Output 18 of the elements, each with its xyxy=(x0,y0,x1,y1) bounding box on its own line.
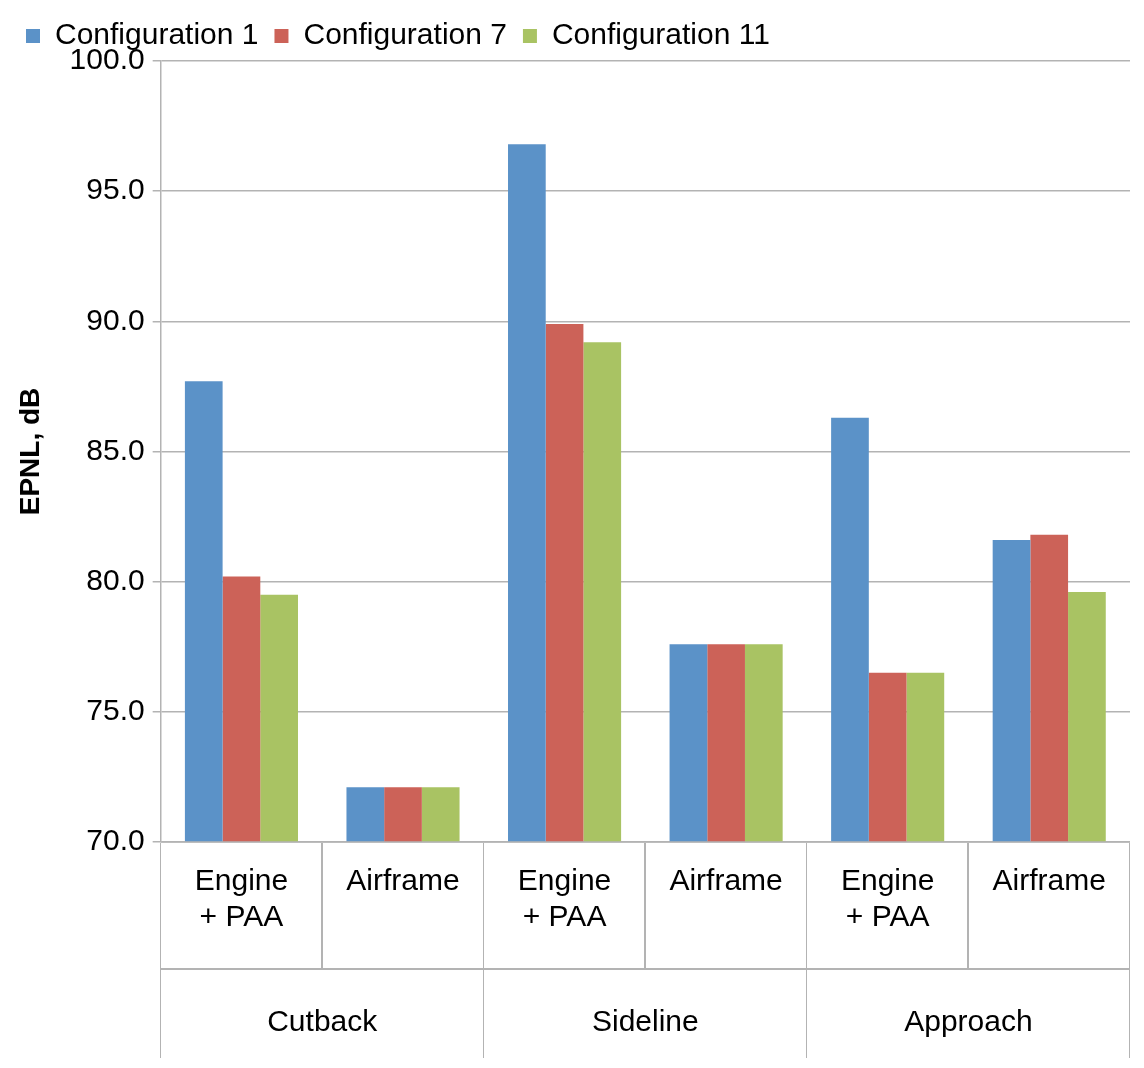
x-tick-label: Airframe xyxy=(346,863,460,897)
text: Sideline xyxy=(591,1004,699,1038)
x-tick-label: Engine + PAA xyxy=(840,863,935,933)
y-tick-label: 75.0 xyxy=(86,693,145,727)
legend-label: Configuration 11 xyxy=(551,17,770,51)
text: Approach xyxy=(904,1004,1033,1038)
y-tick-label: 95.0 xyxy=(86,172,145,206)
y-tick-label: 90.0 xyxy=(86,302,145,336)
y-tick-label: 80.0 xyxy=(86,562,145,596)
y-axis-title: EPNL, dB xyxy=(13,387,45,516)
x-tick-label: Airframe xyxy=(992,863,1106,897)
x-tick-label: Airframe xyxy=(669,863,783,897)
y-tick-label: 85.0 xyxy=(86,432,145,466)
x-tick-label: Engine + PAA xyxy=(194,863,289,933)
legend-label: Configuration 7 xyxy=(303,17,507,51)
text: Cutback xyxy=(267,1004,379,1038)
y-tick-label: 70.0 xyxy=(86,823,145,857)
x-tick-label: Engine + PAA xyxy=(517,863,612,933)
